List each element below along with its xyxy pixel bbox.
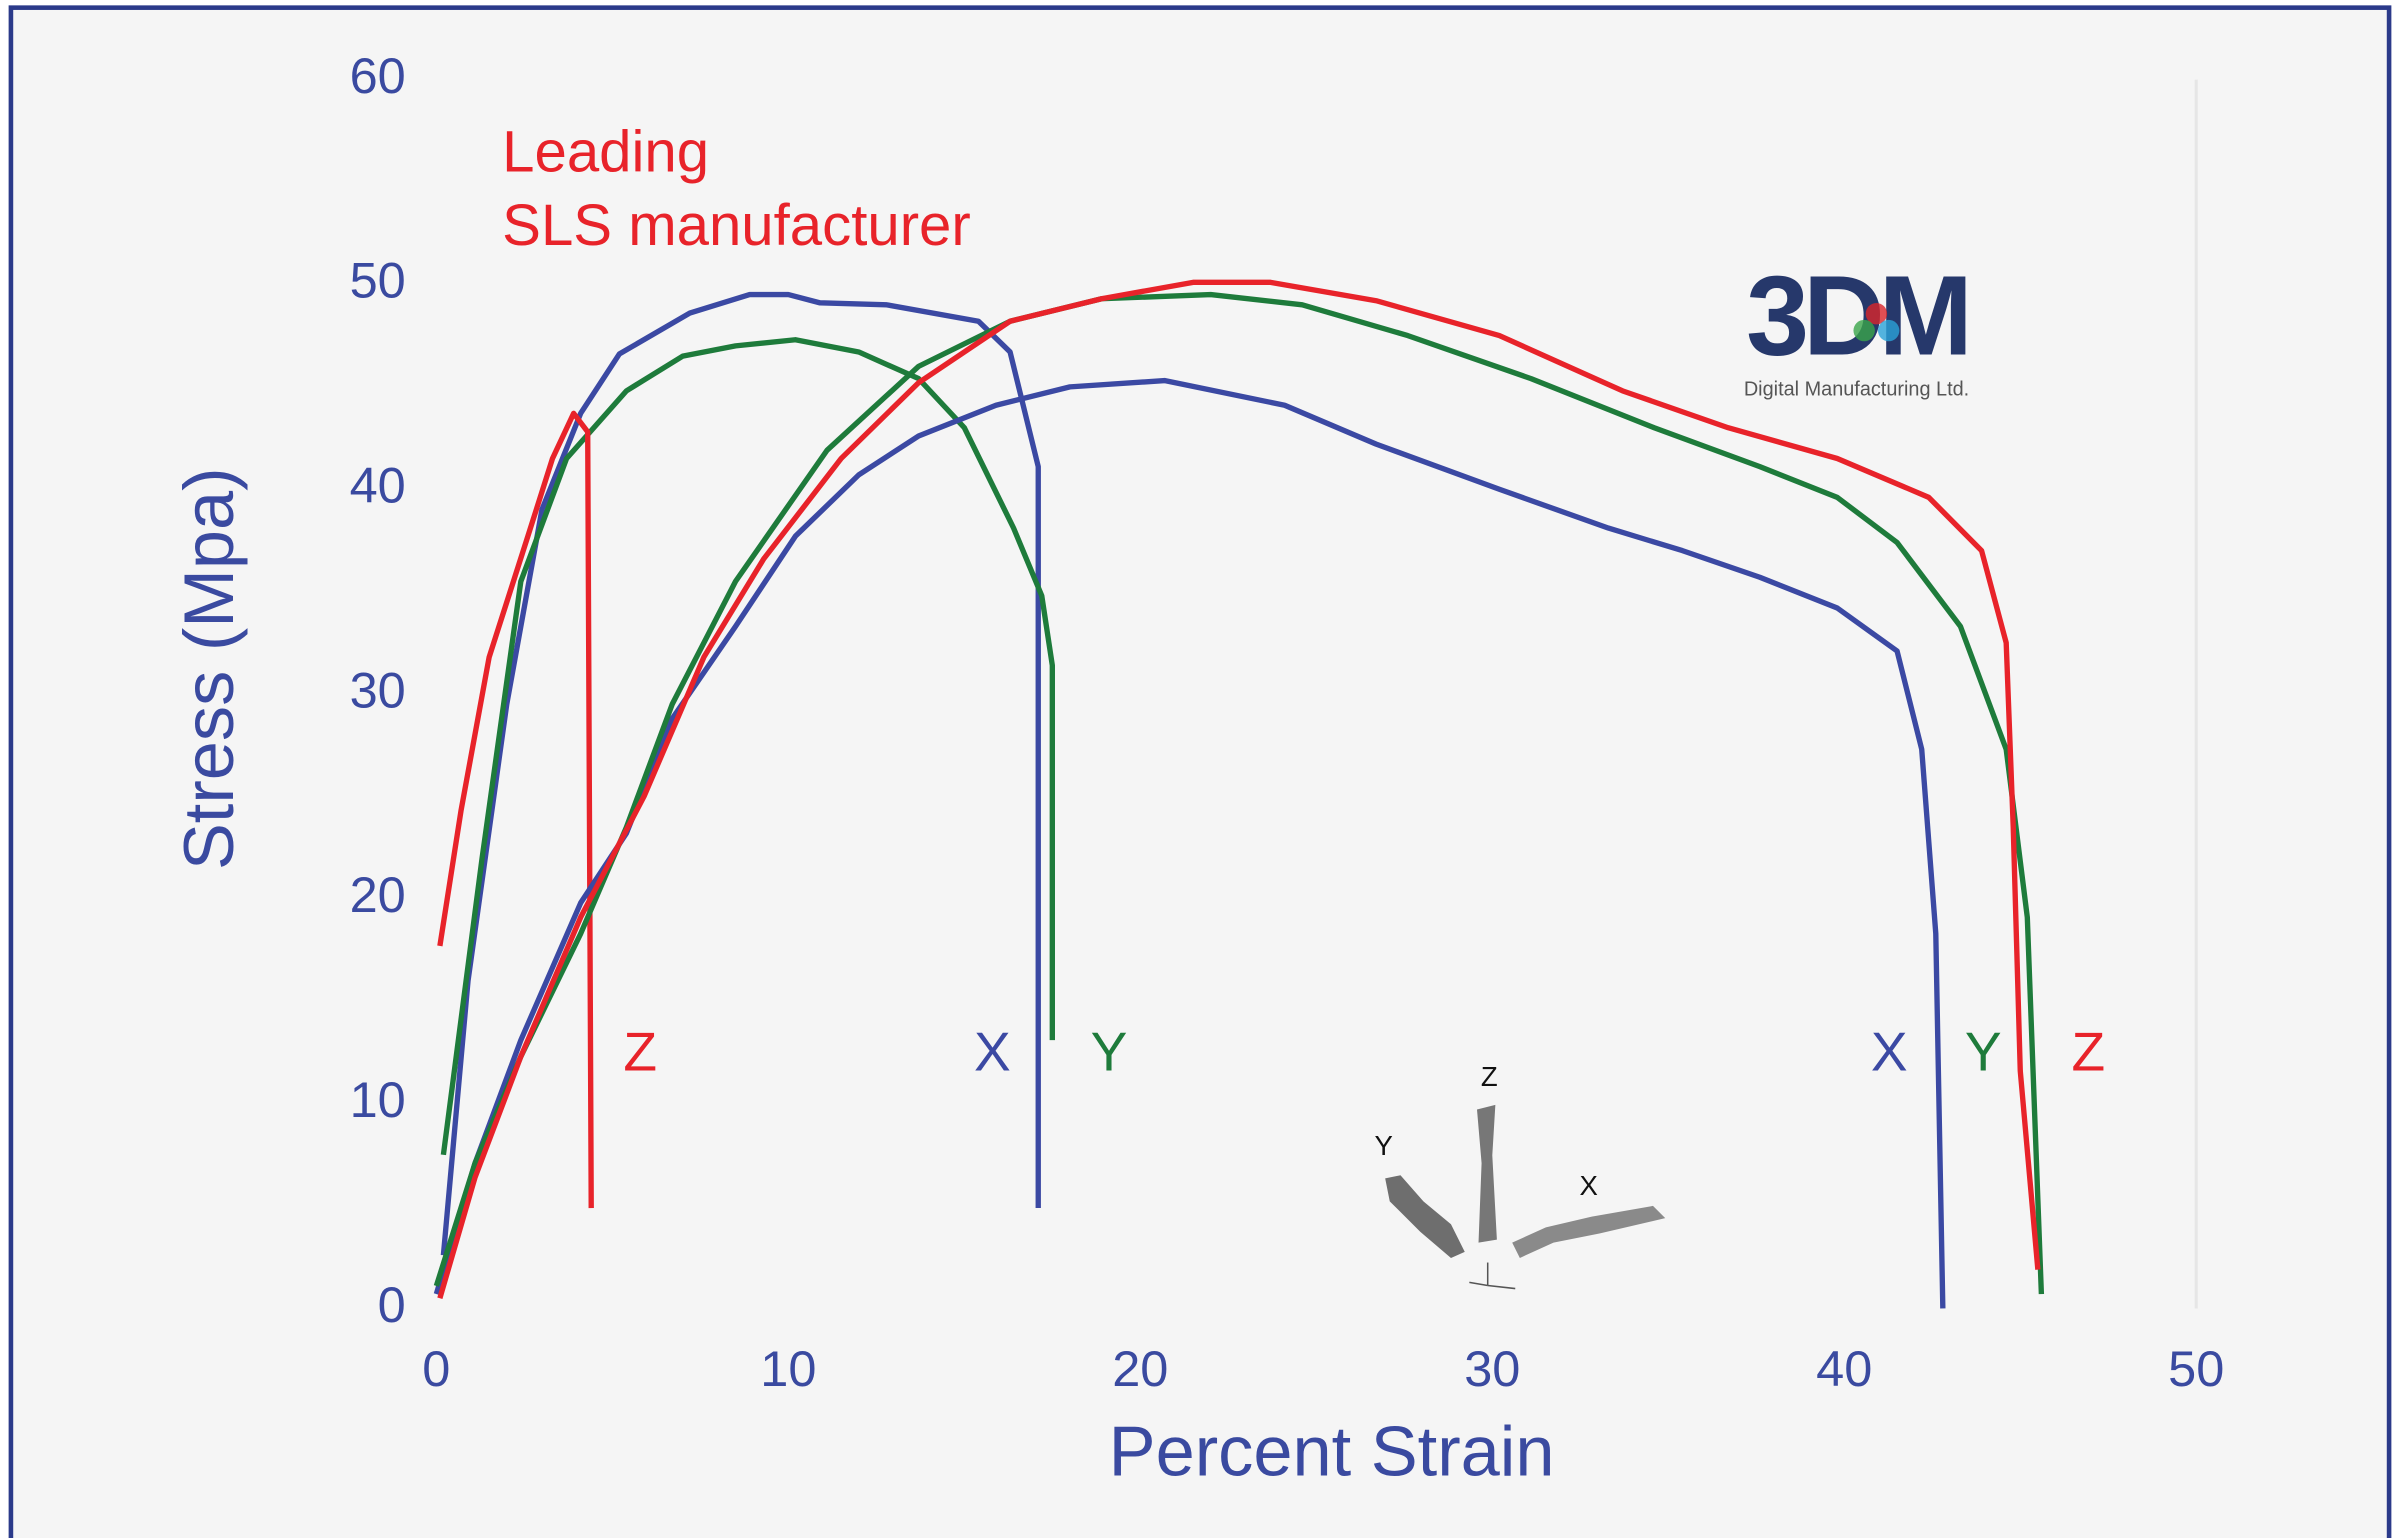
x-tick-label: 0 xyxy=(422,1340,450,1397)
y-tick-label: 50 xyxy=(350,252,406,309)
x-tick-label: 40 xyxy=(1816,1340,1872,1397)
x-axis-title: Percent Strain xyxy=(1109,1411,1555,1490)
y-tick-label: 40 xyxy=(350,457,406,514)
page: {"chart_data": { "type": "line", "x_labe… xyxy=(0,0,2400,1538)
logo-text: 3DM xyxy=(1746,251,1967,378)
logo-dot xyxy=(1878,320,1899,341)
y-tick-label: 20 xyxy=(350,866,406,923)
y-axis-title: Stress (Mpa) xyxy=(169,467,248,870)
y-tick-label: 60 xyxy=(350,47,406,104)
annotation: Leading xyxy=(502,119,709,184)
x-tick-label: 50 xyxy=(2168,1340,2224,1397)
logo: 3DM Digital Manufacturing Ltd. xyxy=(1744,251,1969,400)
series-label: Z xyxy=(2072,1020,2106,1082)
chart-frame xyxy=(11,8,2389,1538)
x-tick-label: 10 xyxy=(760,1340,816,1397)
inset-label: Z xyxy=(1481,1061,1498,1092)
logo-subtext: Digital Manufacturing Ltd. xyxy=(1744,378,1969,400)
inset-label: X xyxy=(1580,1170,1598,1201)
annotation: SLS manufacturer xyxy=(502,193,971,258)
x-tick-label: 30 xyxy=(1464,1340,1520,1397)
series-label: X xyxy=(1871,1020,1908,1082)
series-label: Z xyxy=(623,1020,657,1082)
y-tick-label: 10 xyxy=(350,1071,406,1128)
series-label: Y xyxy=(1091,1020,1128,1082)
y-tick-label: 0 xyxy=(378,1276,406,1333)
logo-dot xyxy=(1853,320,1874,341)
x-tick-label: 20 xyxy=(1112,1340,1168,1397)
inset-label: Y xyxy=(1374,1130,1392,1161)
y-tick-label: 30 xyxy=(350,661,406,718)
series-label: Y xyxy=(1965,1020,2002,1082)
chart: 3DM Digital Manufacturing Ltd. Leading S… xyxy=(0,0,2400,1538)
series-label: X xyxy=(974,1020,1011,1082)
